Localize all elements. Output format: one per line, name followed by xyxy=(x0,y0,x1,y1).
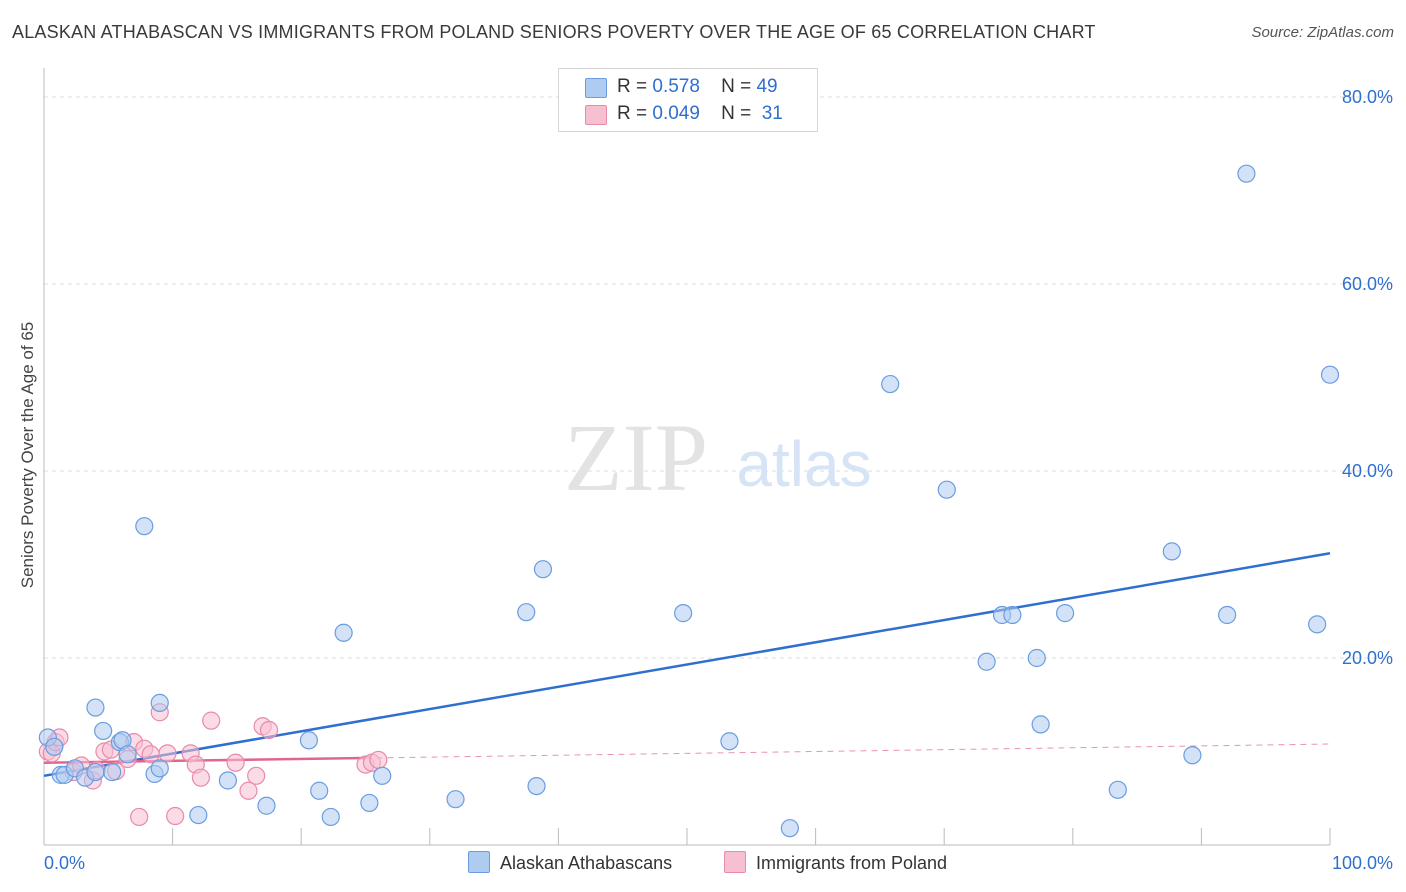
data-point-blue xyxy=(103,762,122,782)
data-point-blue xyxy=(527,776,546,796)
data-point-blue xyxy=(86,762,105,782)
tick-labels: 20.0% 40.0% 60.0% 80.0% 0.0% 100.0% xyxy=(44,87,1393,873)
data-point-blue xyxy=(257,796,276,815)
legend-r-value: 0.049 xyxy=(652,103,700,124)
series-alaskan-athabascans xyxy=(38,164,1340,838)
bottom-legend-label-pink: Immigrants from Poland xyxy=(756,853,948,873)
y-tick-label: 40.0% xyxy=(1342,461,1393,481)
data-point-blue xyxy=(321,807,340,827)
data-point-blue xyxy=(1162,542,1181,561)
y-tick-label: 60.0% xyxy=(1342,274,1393,294)
y-tick-label: 80.0% xyxy=(1342,87,1393,107)
data-point-blue xyxy=(1237,164,1256,183)
data-point-blue xyxy=(45,737,64,756)
data-point-blue xyxy=(1055,604,1075,623)
data-point-blue xyxy=(299,731,319,750)
trend-line xyxy=(43,552,1331,778)
data-point-blue xyxy=(360,793,379,813)
data-point-pink xyxy=(239,781,258,800)
trend-lines xyxy=(43,552,1331,778)
data-point-pink xyxy=(226,753,245,772)
data-point-blue xyxy=(1003,605,1022,625)
data-point-blue xyxy=(86,698,105,717)
legend-r-value: 0.578 xyxy=(652,76,700,97)
data-point-blue xyxy=(334,623,353,642)
legend-r-label: R = xyxy=(617,103,648,124)
watermark-atlas: atlas xyxy=(736,428,871,500)
data-point-blue xyxy=(373,766,392,785)
data-point-blue xyxy=(937,480,956,499)
data-point-blue xyxy=(533,560,553,579)
chart-title: ALASKAN ATHABASCAN VS IMMIGRANTS FROM PO… xyxy=(12,22,1096,42)
data-point-blue xyxy=(674,604,693,623)
bottom-legend-item-blue: Alaskan Athabascans xyxy=(468,851,672,874)
data-point-pink xyxy=(369,750,388,770)
legend-text-pink: R = 0.049 N = 31 xyxy=(617,103,783,125)
data-point-blue xyxy=(135,517,154,536)
data-point-pink xyxy=(202,711,221,730)
legend-n-value: 31 xyxy=(761,103,783,124)
legend: R = 0.578 N = 49 R = 0.049 N = 31 xyxy=(558,68,818,132)
data-point-blue xyxy=(1027,648,1046,668)
legend-swatch-pink xyxy=(585,105,607,125)
grid xyxy=(44,96,1392,659)
trend-line xyxy=(43,756,366,764)
data-point-pink xyxy=(247,766,266,785)
data-point-blue xyxy=(1108,780,1127,799)
y-axis-label: Seniors Poverty Over the Age of 65 xyxy=(18,321,37,589)
bottom-legend-swatch-pink xyxy=(724,851,746,873)
data-point-blue xyxy=(118,745,137,764)
data-point-blue xyxy=(150,759,169,778)
y-tick-label: 20.0% xyxy=(1342,648,1393,668)
bottom-legend-item-pink: Immigrants from Poland xyxy=(724,851,947,874)
data-point-blue xyxy=(1218,605,1237,625)
data-point-pink xyxy=(130,807,149,827)
data-point-blue xyxy=(446,790,465,809)
legend-n-value: 49 xyxy=(756,76,778,97)
data-point-pink xyxy=(166,806,185,826)
bottom-legend-swatch-blue xyxy=(468,851,490,873)
data-point-pink xyxy=(191,768,210,787)
x-tick-label: 100.0% xyxy=(1332,853,1393,873)
legend-swatch-blue xyxy=(585,78,607,98)
data-point-blue xyxy=(881,374,900,394)
trend-line xyxy=(365,743,1331,759)
data-point-blue xyxy=(94,721,113,741)
data-point-blue xyxy=(1183,746,1202,765)
bottom-legend-label-blue: Alaskan Athabascans xyxy=(500,853,673,873)
legend-text-blue: R = 0.578 N = 49 xyxy=(617,76,778,98)
source-label: Source: ZipAtlas.com xyxy=(1251,24,1394,41)
data-point-blue xyxy=(1320,365,1340,384)
data-point-blue xyxy=(310,781,329,800)
data-point-blue xyxy=(1031,715,1050,734)
x-tick-label: 0.0% xyxy=(44,853,85,873)
legend-n-label: N = xyxy=(721,76,752,97)
data-point-blue xyxy=(517,603,536,622)
data-point-blue xyxy=(189,805,208,825)
data-point-pink xyxy=(259,720,279,740)
data-point-blue xyxy=(720,732,739,751)
data-point-blue xyxy=(977,652,996,671)
data-point-blue xyxy=(150,693,169,712)
data-point-blue xyxy=(218,771,237,790)
legend-n-label: N = xyxy=(721,103,752,124)
data-point-blue xyxy=(1308,615,1327,634)
data-point-blue xyxy=(780,819,799,838)
data-point-pink xyxy=(158,744,177,763)
watermark-zip: ZIP xyxy=(564,404,708,511)
axes xyxy=(43,68,1331,846)
legend-r-label: R = xyxy=(617,76,648,97)
